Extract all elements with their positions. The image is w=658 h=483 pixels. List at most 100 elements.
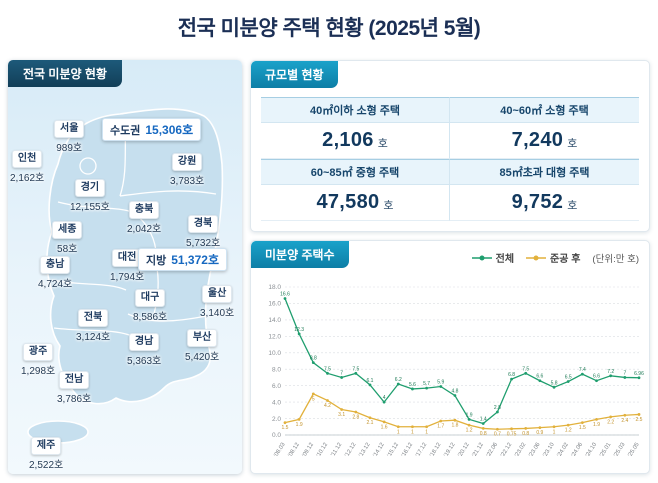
map-panel-header: 전국 미분양 현황 <box>8 60 122 87</box>
svg-text:12.3: 12.3 <box>294 327 304 333</box>
page-title: 전국 미분양 주택 현황 (2025년 5월) <box>177 17 481 40</box>
svg-text:'16.12: '16.12 <box>401 442 414 458</box>
scale-value-unit: 호 <box>377 138 388 150</box>
svg-text:'18.12: '18.12 <box>429 442 442 458</box>
svg-text:'24.06: '24.06 <box>571 442 584 458</box>
svg-text:5: 5 <box>312 396 315 402</box>
region-value: 51,372호 <box>171 253 219 267</box>
svg-text:'13.12: '13.12 <box>358 442 371 458</box>
svg-text:'23.06: '23.06 <box>528 442 541 458</box>
svg-text:2.1: 2.1 <box>366 420 373 426</box>
svg-text:7.5: 7.5 <box>522 366 529 372</box>
region-name: 충북 <box>128 201 160 219</box>
svg-text:'24.10: '24.10 <box>585 442 598 458</box>
scale-value-unit: 호 <box>567 138 578 150</box>
region-value: 3,783호 <box>170 176 205 187</box>
svg-text:'23.10: '23.10 <box>542 442 555 458</box>
scale-value-unit: 호 <box>383 200 394 212</box>
map-region-label: 울산 3,140호 <box>200 285 234 319</box>
scale-value-number: 7,240 <box>511 129 564 151</box>
region-value: 2,162호 <box>10 173 45 184</box>
svg-text:'09.12: '09.12 <box>302 442 315 458</box>
scale-value-unit: 호 <box>567 200 578 212</box>
svg-text:4.8: 4.8 <box>451 389 458 395</box>
region-value: 3,786호 <box>57 394 92 405</box>
region-value: 2,042호 <box>127 224 162 235</box>
legend-item: 전체 <box>471 250 514 265</box>
region-value: 5,420호 <box>185 352 220 363</box>
svg-text:2.0: 2.0 <box>272 416 281 423</box>
svg-text:4.0: 4.0 <box>272 399 281 406</box>
map-region-label: 광주 1,298호 <box>21 343 55 377</box>
svg-text:1.2: 1.2 <box>466 428 473 434</box>
svg-text:2.8: 2.8 <box>352 414 359 420</box>
scale-cell-label: 40~60㎡ 소형 주택 <box>450 97 639 123</box>
region-value: 5,363호 <box>127 356 162 367</box>
svg-text:0.8: 0.8 <box>480 431 487 437</box>
national-map-panel: 전국 미분양 현황 서울 989호 수도권 15,306호 인천 2,162호 강원 3,78… <box>8 60 242 474</box>
svg-text:1.9: 1.9 <box>593 422 600 428</box>
svg-text:7.4: 7.4 <box>579 367 586 373</box>
region-name: 충남 <box>39 256 71 274</box>
map-region-label: 부산 5,420호 <box>185 329 219 363</box>
svg-text:5.8: 5.8 <box>551 380 558 386</box>
region-name: 제주 <box>30 437 62 455</box>
svg-text:1.9: 1.9 <box>296 422 303 428</box>
svg-text:1.4: 1.4 <box>480 416 487 422</box>
map-region-label: 전남 3,786호 <box>57 371 91 405</box>
map-region-label: 세종 58호 <box>52 221 83 255</box>
region-value: 58호 <box>57 244 78 255</box>
svg-text:'22.06: '22.06 <box>486 442 499 458</box>
svg-text:'22.12: '22.12 <box>500 442 513 458</box>
scale-table: 40㎡이하 소형 주택 40~60㎡ 소형 주택 2,106 호 7,240 호… <box>261 97 639 221</box>
svg-text:6.2: 6.2 <box>395 377 402 383</box>
svg-text:0.0: 0.0 <box>272 432 281 439</box>
region-value: 1,794호 <box>110 272 145 283</box>
svg-text:'17.12: '17.12 <box>415 442 428 458</box>
scale-card-header: 규모별 현황 <box>251 61 338 88</box>
svg-text:1: 1 <box>553 429 556 435</box>
svg-text:'24.02: '24.02 <box>557 442 570 458</box>
map-region-label: 대구 8,586호 <box>133 289 167 323</box>
svg-text:12.0: 12.0 <box>268 334 281 341</box>
scale-value-number: 2,106 <box>322 129 374 151</box>
svg-text:7.2: 7.2 <box>607 369 614 375</box>
scale-cell-label: 40㎡이하 소형 주택 <box>261 97 450 123</box>
region-name: 경남 <box>128 333 160 351</box>
chart-unit-label: (단위:만 호) <box>592 253 639 265</box>
svg-text:3.1: 3.1 <box>338 412 345 418</box>
region-name: 경북 <box>187 215 219 233</box>
region-name: 서울 <box>54 120 85 138</box>
region-name: 인천 <box>11 150 43 168</box>
region-name: 광주 <box>22 343 54 361</box>
legend-line-marker-icon <box>471 255 492 260</box>
region-name: 부산 <box>186 329 218 347</box>
scale-value-number: 47,580 <box>316 191 380 213</box>
svg-text:1: 1 <box>411 429 414 435</box>
region-name: 지방 <box>146 254 167 267</box>
svg-text:1: 1 <box>425 429 428 435</box>
region-name: 대전 <box>111 249 143 267</box>
unsold-trend-card: 미분양 주택수 전체 준공 후 (단위:만 호) 0.0 2.0 4.0 6.0 8.0 10… <box>250 240 650 474</box>
map-region-label: 경북 5,732호 <box>186 215 220 249</box>
region-value: 4,724호 <box>38 279 73 290</box>
svg-text:1.2: 1.2 <box>565 428 572 434</box>
region-name: 전북 <box>77 309 109 327</box>
svg-text:'12.12: '12.12 <box>344 442 357 458</box>
region-name: 강원 <box>171 153 203 171</box>
region-value: 1,298호 <box>21 366 56 377</box>
svg-text:0.7: 0.7 <box>494 432 501 438</box>
svg-text:6.96: 6.96 <box>634 371 644 377</box>
scale-status-card: 규모별 현황 40㎡이하 소형 주택 40~60㎡ 소형 주택 2,106 호 … <box>250 60 650 232</box>
scale-value-number: 9,752 <box>511 191 564 213</box>
scale-cell-label: 85㎡초과 대형 주택 <box>450 159 639 185</box>
region-name: 세종 <box>52 221 83 239</box>
svg-text:5.9: 5.9 <box>437 379 444 385</box>
svg-text:1: 1 <box>397 429 400 435</box>
svg-text:6.6: 6.6 <box>593 374 600 380</box>
svg-text:1.6: 1.6 <box>381 424 388 430</box>
svg-text:5.6: 5.6 <box>409 382 416 388</box>
map-region-label: 경남 5,363호 <box>127 333 161 367</box>
scale-cell-label: 60~85㎡ 중형 주택 <box>261 159 450 185</box>
